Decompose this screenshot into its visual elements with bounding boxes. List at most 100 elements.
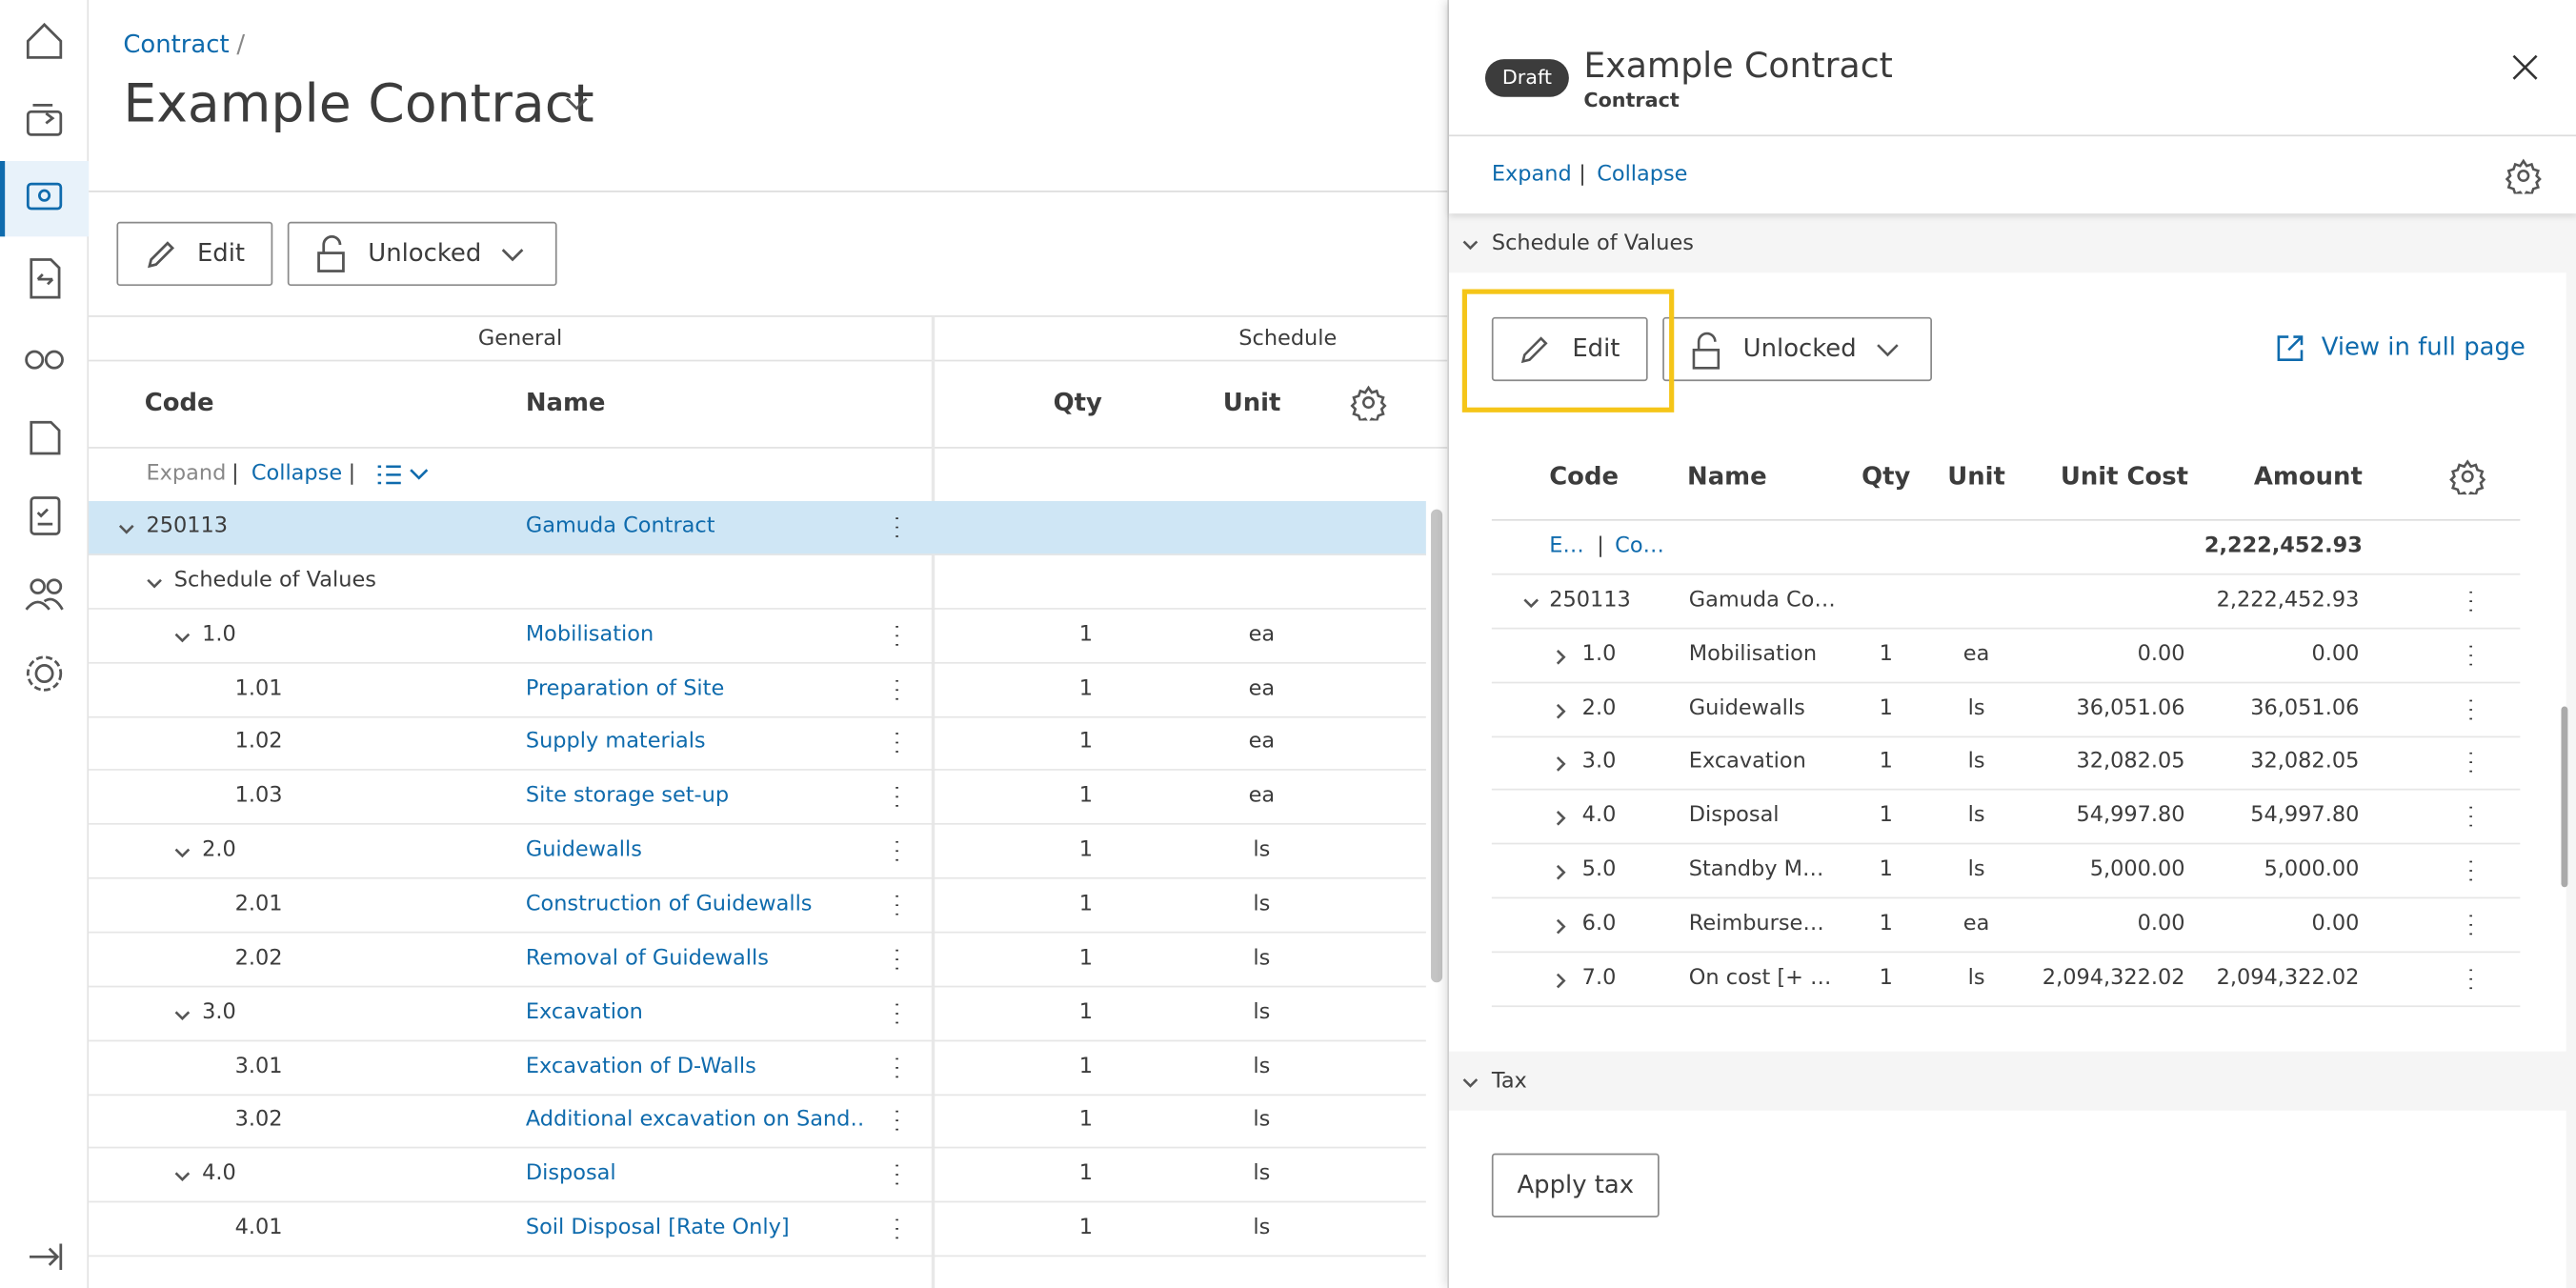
table-row[interactable]: 3.01 Excavation of D-Walls 1 ls — [89, 1040, 1426, 1096]
row-menu[interactable] — [892, 1108, 901, 1135]
table-row[interactable]: 2.0 Guidewalls 1 ls 36,051.06 36,051.06 — [1491, 683, 2521, 737]
collapse-all[interactable]: Collapse — [1597, 162, 1688, 188]
column-header[interactable]: Amount — [2253, 461, 2363, 492]
chevron-down[interactable] — [172, 629, 192, 645]
chevron-down[interactable] — [116, 521, 136, 537]
row-menu[interactable] — [892, 784, 901, 811]
table-row[interactable]: 2.01 Construction of Guidewalls 1 ls — [89, 878, 1426, 934]
settings[interactable] — [2449, 458, 2486, 495]
row-name[interactable]: Removal of Guidewalls — [525, 945, 769, 971]
table-row[interactable]: 1.03 Site storage set-up 1 ea — [89, 771, 1426, 826]
chevron-right[interactable] — [1553, 755, 1569, 775]
row-name[interactable]: Construction of Guidewalls — [525, 892, 813, 917]
table-row[interactable]: 7.0 On cost [+ … 1 ls 2,094,322.02 2,094,322.… — [1491, 953, 2521, 1007]
section-header[interactable]: Schedule of Values — [1491, 231, 1694, 257]
close-button[interactable] — [2508, 50, 2541, 83]
row-menu[interactable] — [892, 1216, 901, 1242]
collapse-all[interactable]: Co… — [1615, 533, 1664, 559]
row-menu[interactable] — [892, 946, 901, 973]
table-row[interactable]: 6.0 Reimburse… 1 ea 0.00 0.00 — [1491, 898, 2521, 953]
chevron-right[interactable] — [1553, 916, 1569, 936]
row-menu[interactable] — [2465, 642, 2475, 669]
row-name[interactable]: Excavation of D-Walls — [525, 1054, 756, 1079]
row-menu[interactable] — [892, 1054, 901, 1080]
row-name[interactable]: Guidewalls — [525, 837, 642, 863]
row-name[interactable]: Soil Disposal [Rate Only] — [525, 1216, 790, 1241]
collapse-all[interactable]: Collapse — [251, 461, 343, 487]
row-menu[interactable] — [892, 622, 901, 649]
row-menu[interactable] — [2465, 912, 2475, 938]
chevron-down[interactable] — [145, 574, 165, 591]
list-options[interactable] — [374, 462, 431, 489]
table-row[interactable]: 1.01 Preparation of Site 1 ea — [89, 663, 1426, 717]
table-row[interactable]: 4.0 Disposal 1 ls 54,997.80 54,997.80 — [1491, 791, 2521, 845]
table-row[interactable]: 4.0 Disposal 1 ls — [89, 1149, 1426, 1203]
row-menu[interactable] — [892, 1000, 901, 1027]
settings[interactable] — [1350, 385, 1387, 421]
external-link-icon[interactable] — [2274, 332, 2306, 364]
table-row[interactable]: 250113 Gamuda Contract — [89, 500, 1426, 555]
column-header[interactable]: Qty — [1862, 461, 1911, 492]
row-menu[interactable] — [2465, 750, 2475, 776]
row-menu[interactable] — [892, 730, 901, 756]
column-header[interactable]: Code — [144, 387, 214, 418]
lock-button[interactable]: Unlocked — [1662, 316, 1933, 382]
chevron-right[interactable] — [1553, 701, 1569, 721]
chevron-right[interactable] — [1553, 647, 1569, 667]
column-header[interactable]: Qty — [1053, 387, 1102, 418]
row-menu[interactable] — [892, 514, 901, 541]
row-name[interactable]: Excavation — [525, 999, 643, 1025]
row-name[interactable]: Site storage set-up — [525, 784, 730, 809]
chevron-right[interactable] — [1553, 862, 1569, 882]
sidebar-icons[interactable] — [0, 0, 89, 1288]
row-menu[interactable] — [2465, 804, 2475, 831]
table-row[interactable]: 5.0 Standby M… 1 ls 5,000.00 5,000.00 — [1491, 844, 2521, 899]
chevron-right[interactable] — [1553, 970, 1569, 990]
column-header[interactable]: Unit — [1222, 387, 1281, 418]
table-row[interactable]: 2.0 Guidewalls 1 ls — [89, 825, 1426, 879]
row-name[interactable]: Supply materials — [525, 730, 706, 755]
row-menu[interactable] — [2465, 857, 2475, 884]
section-header[interactable]: Tax — [1491, 1069, 1527, 1095]
chevron-down[interactable] — [1460, 1075, 1480, 1091]
apply-tax-button[interactable]: Apply tax — [1491, 1153, 1660, 1218]
table-row[interactable]: 1.0 Mobilisation 1 ea — [89, 609, 1426, 664]
row-name[interactable]: Additional excavation on Sand… — [525, 1107, 863, 1133]
edit-button[interactable]: Edit — [116, 221, 273, 287]
row-menu[interactable] — [892, 838, 901, 865]
table-row[interactable]: 4.01 Soil Disposal [Rate Only] 1 ls — [89, 1202, 1426, 1258]
breadcrumb-link[interactable]: Contract — [123, 30, 230, 60]
chevron-down[interactable] — [172, 845, 192, 861]
edit-button[interactable]: Edit — [1491, 316, 1648, 382]
table-row[interactable]: 1.02 Supply materials 1 ea — [89, 717, 1426, 772]
chevron-down[interactable] — [172, 1006, 192, 1022]
row-name[interactable]: Mobilisation — [525, 622, 654, 647]
row-menu[interactable] — [2465, 588, 2475, 614]
column-header[interactable]: Name — [1687, 461, 1767, 492]
chevron-right[interactable] — [1553, 809, 1569, 829]
row-name[interactable]: Gamuda Contract — [525, 513, 715, 539]
expand-all[interactable]: Expand — [1491, 162, 1572, 188]
table-row[interactable]: Schedule of Values — [89, 555, 1426, 610]
table-row[interactable]: 3.0 Excavation 1 ls 32,082.05 32,082.05 — [1491, 736, 2521, 792]
settings[interactable] — [2505, 158, 2542, 194]
title-dropdown[interactable] — [564, 93, 591, 113]
table-row[interactable]: 1.0 Mobilisation 1 ea 0.00 0.00 — [1491, 629, 2521, 684]
table-row[interactable]: 3.0 Excavation 1 ls — [89, 987, 1426, 1041]
row-menu[interactable] — [892, 892, 901, 918]
table-row[interactable]: 3.02 Additional excavation on Sand… 1 ls — [89, 1095, 1426, 1150]
chevron-down[interactable] — [1521, 594, 1541, 611]
row-menu[interactable] — [892, 1162, 901, 1189]
row-name[interactable]: Disposal — [525, 1161, 616, 1187]
column-header[interactable]: Unit — [1947, 461, 2005, 492]
view-full-page[interactable]: View in full page — [2321, 332, 2526, 362]
column-header[interactable]: Name — [525, 387, 606, 418]
column-header[interactable]: Unit Cost — [2060, 461, 2189, 492]
table-row[interactable]: 2.02 Removal of Guidewalls 1 ls — [89, 933, 1426, 988]
chevron-down[interactable] — [1460, 236, 1480, 252]
chevron-down[interactable] — [172, 1168, 192, 1184]
row-menu[interactable] — [2465, 965, 2475, 992]
expand-all[interactable]: Expand — [146, 461, 227, 487]
row-menu[interactable] — [892, 676, 901, 703]
column-header[interactable]: Code — [1549, 461, 1620, 492]
